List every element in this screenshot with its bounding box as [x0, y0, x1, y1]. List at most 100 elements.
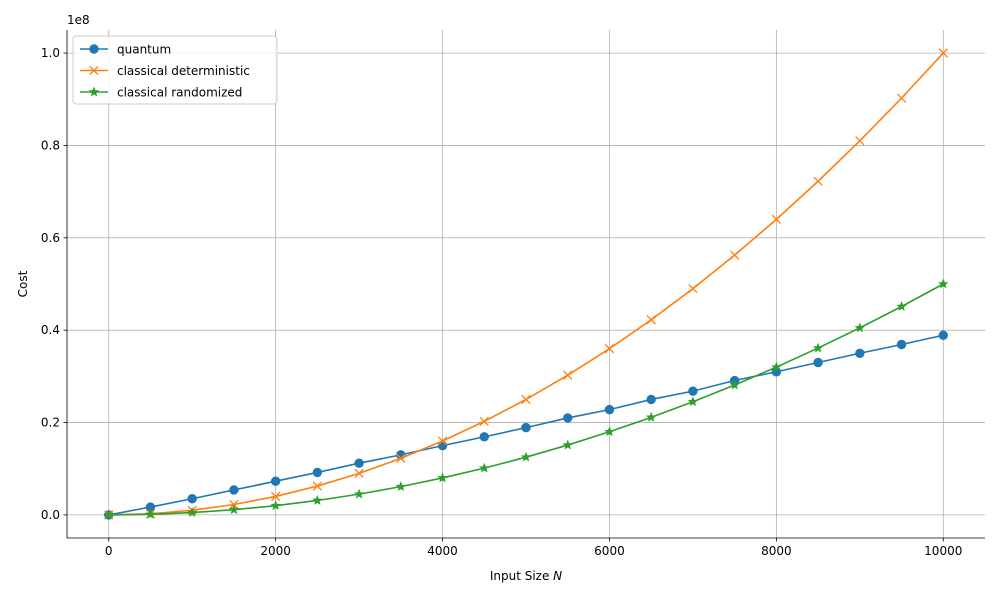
data-point-quantum	[563, 413, 573, 423]
legend-entry-classical-randomized: classical randomized	[80, 86, 242, 100]
y-tick-label: 0.0	[41, 508, 60, 522]
data-point-classical-deterministic-stroke	[896, 93, 907, 103]
data-point-classical-randomized	[771, 361, 782, 372]
series-classical-randomized	[103, 278, 949, 520]
data-point-classical-randomized	[103, 509, 114, 520]
data-point-classical-deterministic-stroke	[688, 283, 698, 294]
data-point-classical-randomized	[520, 451, 532, 462]
legend-marker-classical-deterministic-stroke	[89, 65, 99, 76]
data-point-quantum	[354, 458, 364, 468]
data-point-classical-deterministic	[938, 48, 948, 58]
data-point-classical-randomized	[187, 507, 198, 517]
data-point-classical-deterministic-stroke	[396, 453, 406, 463]
data-point-classical-deterministic-stroke	[312, 481, 323, 491]
data-point-classical-deterministic	[855, 136, 865, 146]
y-offset-label: 1e8	[67, 13, 90, 27]
x-tick-label: 10000	[924, 544, 962, 558]
data-point-classical-randomized	[687, 396, 699, 407]
legend-marker-classical-deterministic	[89, 65, 99, 76]
data-point-quantum	[604, 404, 615, 415]
data-point-classical-deterministic-stroke	[604, 343, 615, 354]
legend-entry-quantum: quantum	[80, 43, 171, 57]
data-point-classical-deterministic	[521, 394, 531, 405]
data-point-classical-randomized	[896, 301, 907, 311]
x-tick-label: 2000	[260, 544, 291, 558]
data-point-classical-deterministic	[604, 343, 615, 354]
data-point-classical-randomized	[312, 495, 323, 505]
y-tick-label: 0.8	[41, 138, 60, 152]
data-point-classical-deterministic	[437, 436, 448, 446]
data-point-classical-randomized	[646, 411, 657, 422]
data-point-classical-randomized	[437, 472, 448, 483]
data-point-classical-deterministic	[396, 453, 406, 463]
x-axis-title-text: Input Size	[490, 569, 553, 583]
data-point-classical-deterministic	[896, 93, 907, 103]
y-tick-label: 0.2	[41, 416, 60, 430]
y-axis-title: Cost	[16, 270, 30, 297]
data-point-classical-randomized	[479, 462, 490, 473]
data-point-quantum	[479, 432, 489, 442]
data-point-classical-randomized	[145, 508, 156, 519]
data-point-classical-randomized	[812, 342, 824, 353]
data-point-quantum	[312, 467, 323, 478]
data-point-classical-randomized	[395, 481, 406, 492]
data-point-classical-randomized	[562, 439, 573, 450]
data-point-classical-deterministic	[813, 176, 823, 186]
data-point-classical-deterministic	[771, 214, 782, 225]
data-point-classical-deterministic-stroke	[479, 416, 489, 427]
x-axis-title-var: N	[553, 569, 562, 583]
data-point-classical-deterministic-stroke	[354, 468, 364, 479]
series-classical-deterministic	[104, 48, 948, 520]
x-tick-label: 8000	[761, 544, 792, 558]
data-point-quantum	[896, 339, 907, 350]
data-point-quantum	[646, 394, 656, 405]
data-point-quantum	[938, 330, 948, 340]
data-point-classical-randomized	[729, 379, 740, 390]
data-point-classical-deterministic-stroke	[771, 214, 782, 225]
data-point-classical-deterministic	[563, 370, 573, 380]
x-axis-title: Input Size N	[490, 569, 562, 583]
data-point-classical-randomized	[854, 322, 865, 333]
y-tick-label: 0.4	[41, 323, 60, 337]
grid-lines	[67, 30, 985, 538]
data-point-quantum	[229, 485, 239, 495]
data-point-quantum	[270, 476, 281, 486]
data-point-classical-randomized	[228, 504, 240, 515]
data-point-classical-deterministic-stroke	[437, 436, 448, 446]
legend-box	[72, 35, 278, 105]
data-point-classical-deterministic-stroke	[521, 394, 531, 405]
y-tick-label: 0.6	[41, 231, 60, 245]
axes	[66, 30, 985, 539]
series-layer	[103, 48, 949, 520]
y-tick-label: 1.0	[41, 46, 60, 60]
data-point-classical-deterministic-stroke	[646, 315, 656, 325]
series-line-classical-deterministic	[108, 52, 944, 516]
data-point-classical-randomized	[604, 426, 615, 437]
data-point-quantum	[855, 348, 865, 358]
x-tick-label: 6000	[594, 544, 625, 558]
data-point-classical-randomized	[353, 488, 365, 499]
data-point-classical-deterministic	[646, 315, 656, 325]
legend-entry-classical-deterministic: classical deterministic	[80, 64, 250, 78]
data-point-classical-randomized	[270, 500, 281, 511]
data-point-quantum	[688, 386, 698, 396]
x-tick-label: 4000	[427, 544, 458, 558]
data-point-classical-deterministic-stroke	[813, 176, 823, 186]
data-point-classical-deterministic	[479, 416, 489, 427]
data-point-classical-randomized	[938, 278, 949, 289]
data-point-quantum	[521, 422, 531, 433]
legend-label-quantum: quantum	[117, 43, 171, 57]
ticks: 0 2000 4000 6000 8000 10000 0.0 0.2 0.4 0.6 0.8 1.0	[41, 46, 962, 558]
data-point-classical-deterministic-stroke	[729, 250, 740, 260]
data-point-classical-deterministic	[688, 283, 698, 294]
legend-marker-classical-randomized	[88, 86, 100, 97]
data-point-classical-deterministic	[729, 250, 740, 260]
data-point-classical-deterministic	[312, 481, 323, 491]
data-point-classical-deterministic	[354, 468, 364, 479]
data-point-quantum	[187, 494, 197, 504]
data-point-classical-deterministic-stroke	[563, 370, 573, 380]
series-quantum	[104, 330, 948, 520]
legend-label-classical-randomized: classical randomized	[117, 86, 242, 100]
data-point-classical-deterministic-stroke	[938, 48, 948, 58]
